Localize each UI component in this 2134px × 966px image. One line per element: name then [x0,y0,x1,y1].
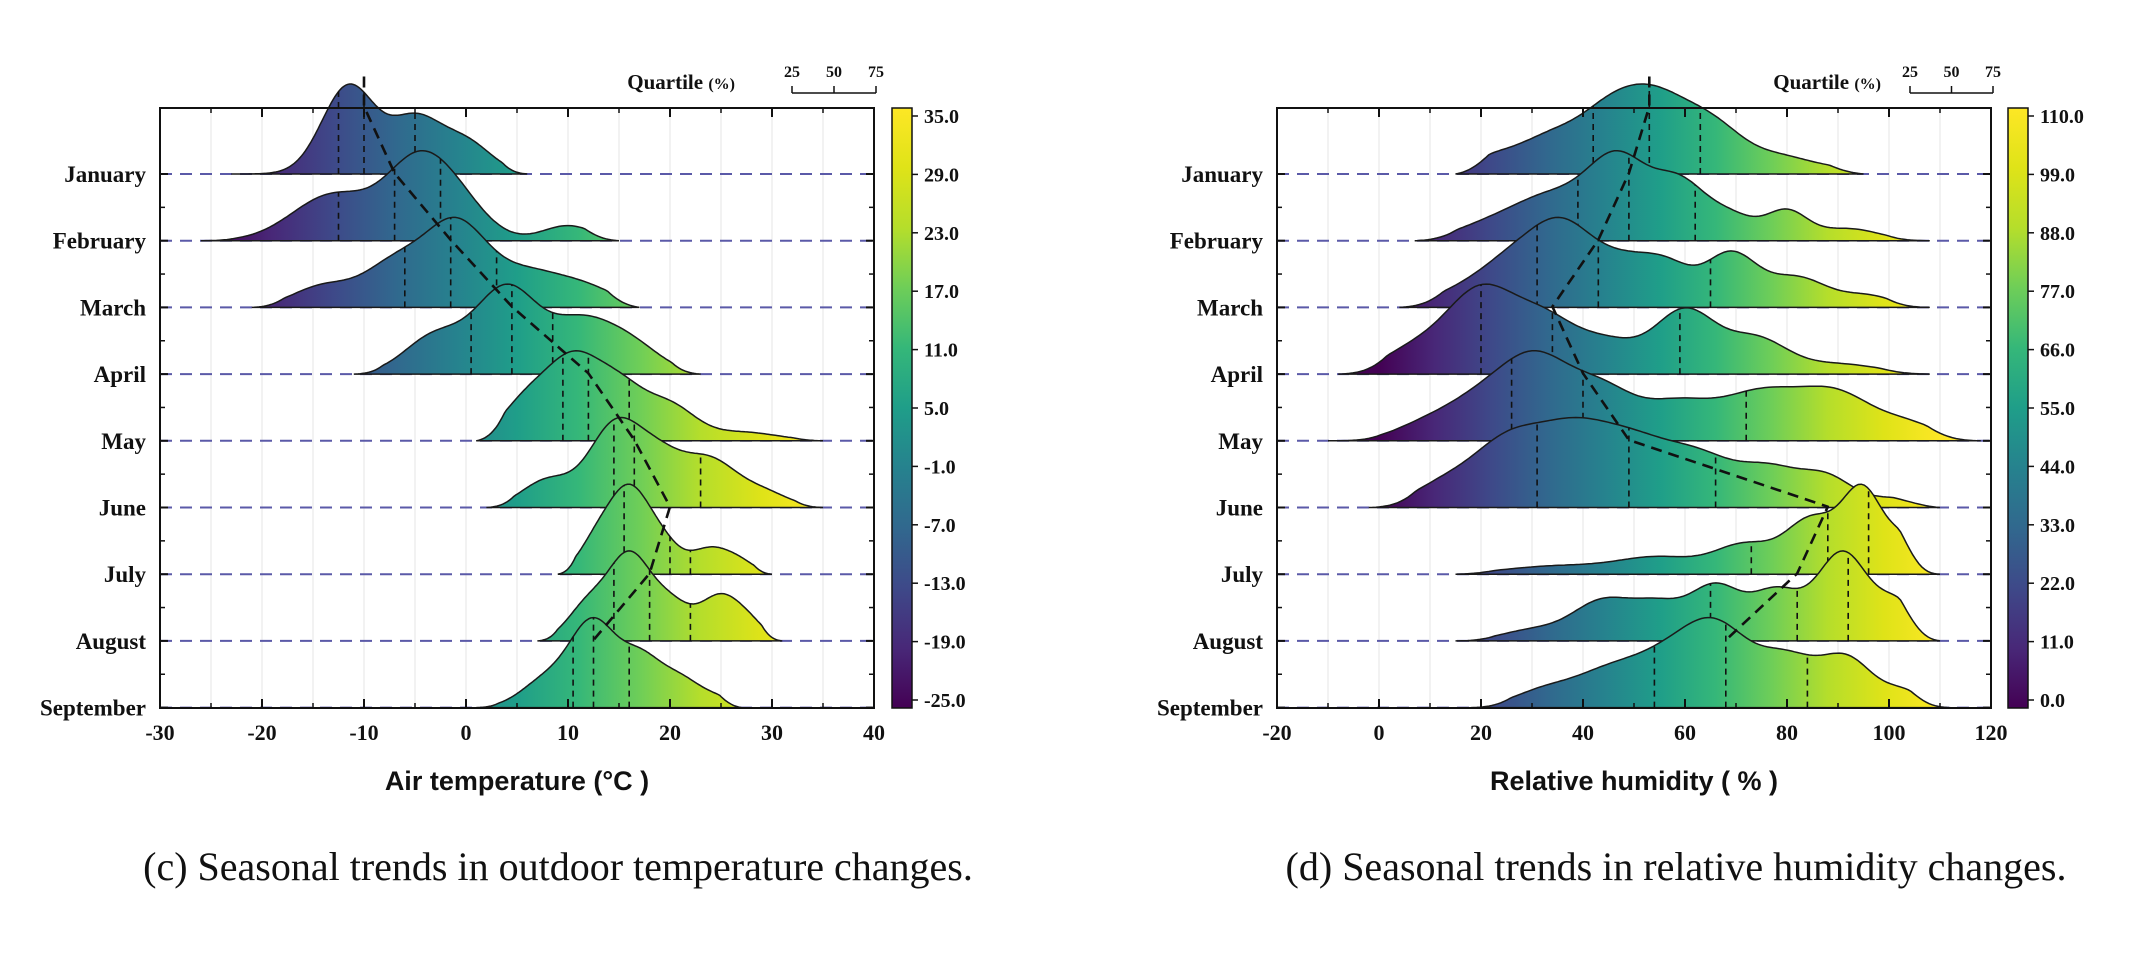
y-tick-label: May [101,429,146,454]
panel-humidity: January February March April May June July Augu… [1157,64,2084,889]
x-tick-label: 60 [1674,720,1696,745]
y-tick-label: July [104,562,147,587]
x-tick-label: 80 [1776,720,1798,745]
x-tick-label: 20 [1470,720,1492,745]
colorbar-tick-label: 66.0 [2040,340,2075,362]
colorbar-tick-label: 22.0 [2040,573,2075,595]
ridge-april [353,283,701,375]
y-tick-label: April [94,362,146,387]
figure-caption: (d) Seasonal trends in relative humidity… [1286,844,2067,889]
ridge-february [200,149,620,242]
ridge-august [1455,550,1941,642]
quartile-legend-label: 25 [1902,64,1918,81]
quartile-legend-unit: (%) [708,76,735,93]
quartile-legend-label: 25 [784,64,800,81]
quartile-legend-label: 50 [826,64,842,81]
ridge-june [1368,416,1941,509]
ridge-january [1455,83,1864,175]
colorbar-tick-label: 11.0 [2040,632,2074,654]
colorbar-tick-label: 17.0 [924,281,959,303]
median-trend-line [362,76,672,641]
x-tick-label: 100 [1873,720,1906,745]
quartile-legend-title: Quartile (%) [1773,70,1881,94]
quartile-legend-title-text: Quartile [1773,70,1854,94]
quartile-legend: Quartile (%) 25 50 75 [627,64,884,94]
x-tick-label: 40 [1572,720,1594,745]
quartile-legend-unit: (%) [1854,76,1881,93]
colorbar-tick-label: -7.0 [924,515,956,537]
y-tick-label: September [1157,696,1263,721]
x-tick-label: -20 [247,720,276,745]
x-tick-label: 40 [863,720,885,745]
colorbar-tick-label: 110.0 [2040,106,2084,128]
y-tick-label: September [40,696,146,721]
colorbar-tick-label: 44.0 [2040,456,2075,478]
colorbar-tick-label: 23.0 [924,223,959,245]
ridge-april [1338,283,1930,375]
colorbar-tick-label: 29.0 [924,164,959,186]
x-tick-label: 0 [461,720,472,745]
ridge-september [476,616,742,709]
y-tick-label: March [1197,295,1263,320]
quartile-legend-title: Quartile (%) [627,70,735,94]
quartile-legend-label: 75 [1985,64,2001,81]
quartile-legend-label: 75 [868,64,884,81]
y-tick-label: March [80,295,146,320]
ridge-february [1414,149,1930,242]
y-tick-label: August [1193,629,1264,654]
x-tick-label: -30 [145,720,174,745]
ridge-may [1328,350,1981,442]
x-tick-label: 20 [659,720,681,745]
colorbar [891,107,913,709]
quartile-legend-label: 50 [1944,64,1960,81]
y-tick-label: February [1170,229,1264,254]
colorbar-tick-label: 55.0 [2040,398,2075,420]
y-tick-label: February [53,229,147,254]
y-tick-label: August [76,629,147,654]
x-tick-label: -10 [349,720,378,745]
x-axis-label: Relative humidity ( % ) [1490,766,1778,796]
colorbar-tick-label: -1.0 [924,456,956,478]
ridge-march [251,216,640,309]
x-tick-label: 120 [1975,720,2008,745]
ridge-july [1455,483,1941,575]
colorbar-tick-label: 35.0 [924,106,959,128]
colorbar-tick-label: 33.0 [2040,515,2075,537]
y-tick-label: June [1216,496,1263,521]
ridge-september [1470,616,1951,709]
y-tick-label: May [1218,429,1263,454]
colorbar-tick-label: 5.0 [924,398,949,420]
ridge-june [486,416,824,509]
ridge-july [557,483,773,575]
quartile-legend-title-text: Quartile [627,70,708,94]
x-axis-label: Air temperature (°C ) [385,766,649,796]
y-tick-label: June [99,496,146,521]
y-tick-label: April [1211,362,1263,387]
x-tick-label: 30 [761,720,783,745]
quartile-legend: Quartile (%) 25 50 75 [1773,64,2001,94]
figure-caption: (c) Seasonal trends in outdoor temperatu… [143,844,973,889]
colorbar [2007,107,2029,709]
colorbar-tick-label: 0.0 [2040,690,2065,712]
colorbar-tick-label: -13.0 [924,573,966,595]
median-trend-line [1551,76,1830,642]
y-tick-label: January [1181,162,1263,187]
ridge-march [1399,216,1930,309]
colorbar-tick-label: 88.0 [2040,223,2075,245]
x-tick-label: -20 [1262,720,1291,745]
colorbar-tick-label: 77.0 [2040,281,2075,303]
colorbar-tick-label: -19.0 [924,632,966,654]
x-tick-label: 0 [1374,720,1385,745]
y-tick-label: January [64,162,146,187]
panel-temperature: January February March April May June July Augu… [40,64,973,889]
x-tick-label: 10 [557,720,579,745]
ridge-january [231,83,528,175]
colorbar-tick-label: 11.0 [924,340,958,362]
colorbar-tick-label: 99.0 [2040,164,2075,186]
colorbar-tick-label: -25.0 [924,690,966,712]
y-tick-label: July [1221,562,1264,587]
